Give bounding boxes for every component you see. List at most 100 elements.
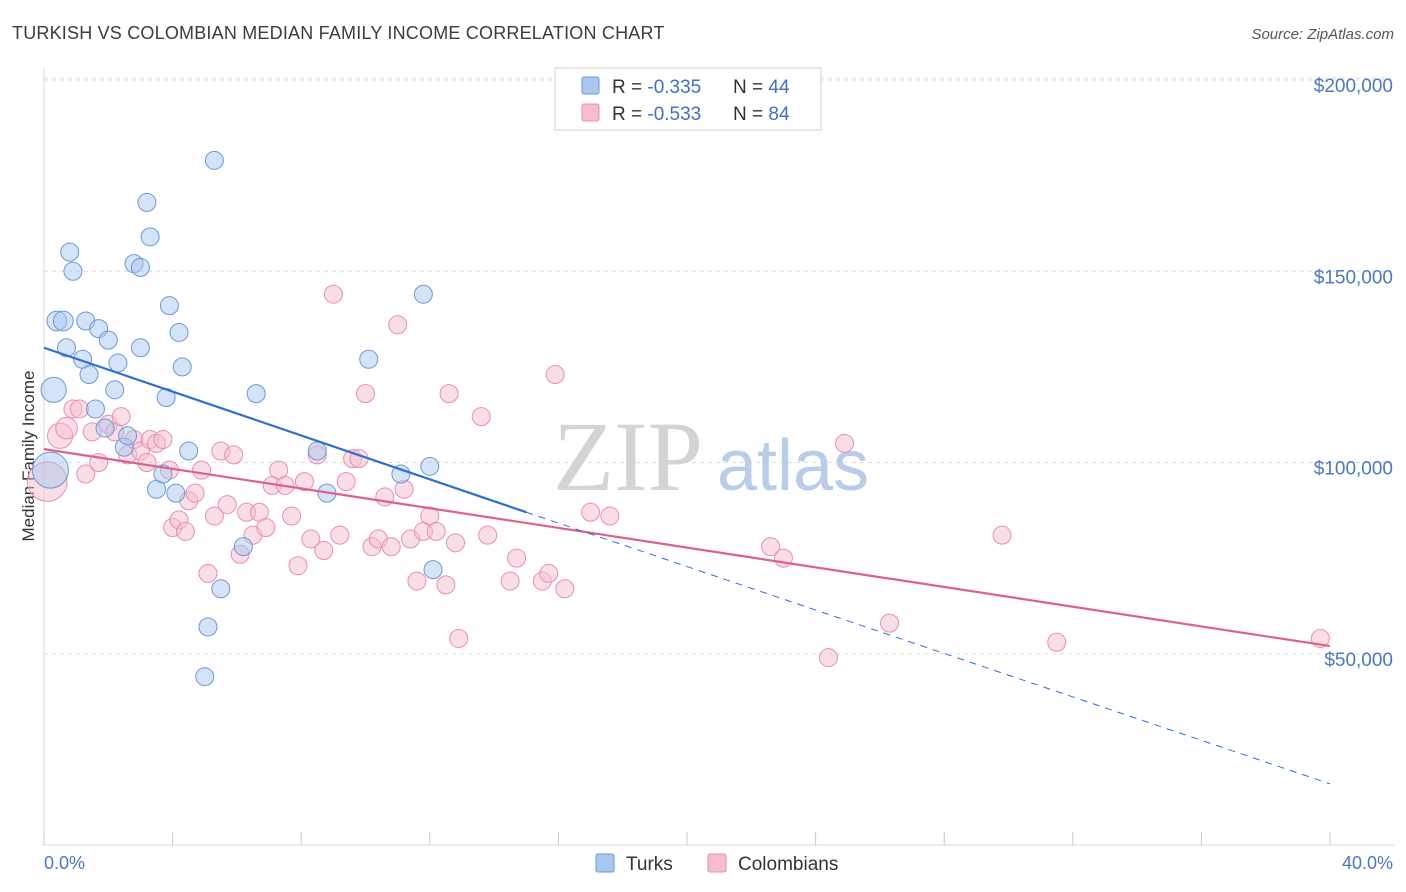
turks-point-6 xyxy=(63,261,83,281)
y-tick-label-2: $150,000 xyxy=(1314,267,1393,288)
legend-r-colombians: -0.533 xyxy=(647,104,701,125)
legend-r-turks: -0.335 xyxy=(647,77,701,98)
colombians-point-62 xyxy=(439,384,459,404)
legend-r-label-turks: R = xyxy=(612,77,647,98)
turks-point-31 xyxy=(195,667,215,687)
gridlines xyxy=(44,77,1394,655)
colombians-point-43 xyxy=(314,540,334,560)
legend-row-turks: R = -0.335 xyxy=(612,77,701,98)
trend-line-colombians xyxy=(43,448,1331,648)
colombians-point-21 xyxy=(175,521,195,541)
colombians-point-2 xyxy=(55,416,78,440)
colombians-point-14 xyxy=(137,453,157,472)
turks-point-13 xyxy=(98,330,118,350)
turks-point-5 xyxy=(60,242,80,262)
turks-point-30 xyxy=(179,441,199,461)
colombians-point-80 xyxy=(992,525,1012,545)
colombians-point-61 xyxy=(436,575,456,595)
trend-lines xyxy=(43,346,1331,785)
colombians-point-4 xyxy=(69,399,89,419)
colombians-point-55 xyxy=(394,479,414,499)
colombians-point-54 xyxy=(388,315,408,335)
turks-point-19 xyxy=(130,257,150,277)
turks-point-3 xyxy=(52,310,74,332)
y-tick-label-1: $100,000 xyxy=(1314,459,1393,480)
watermark-zip: ZIP xyxy=(553,401,703,512)
colombians-point-26 xyxy=(204,506,224,526)
colombians-point-81 xyxy=(1047,632,1067,652)
legend-r-label-colombians: R = xyxy=(612,104,647,125)
turks-point-15 xyxy=(108,353,128,373)
series-turks xyxy=(31,150,443,687)
colombians-point-40 xyxy=(294,472,314,492)
series-colombians xyxy=(26,284,1330,668)
turks-point-12 xyxy=(95,418,115,438)
colombians-point-63 xyxy=(446,533,466,553)
colombians-point-28 xyxy=(217,495,237,515)
colombians-point-57 xyxy=(407,571,427,591)
y-tick-label-3: $200,000 xyxy=(1314,76,1393,97)
bottom-legend-swatch-colombians xyxy=(707,853,727,873)
bottom-legend: Turks Colombians xyxy=(595,853,838,875)
turks-point-41 xyxy=(413,284,433,304)
turks-point-24 xyxy=(153,464,173,484)
turks-point-20 xyxy=(130,338,150,358)
turks-point-0 xyxy=(31,451,69,489)
bottom-legend-swatch-turks xyxy=(595,853,615,873)
turks-point-40 xyxy=(391,464,411,484)
chart-source: Source: ZipAtlas.com xyxy=(1251,26,1394,43)
y-axis-label: Median Family Income xyxy=(19,370,38,541)
colombians-point-65 xyxy=(471,407,491,427)
chart-title: TURKISH VS COLOMBIAN MEDIAN FAMILY INCOM… xyxy=(12,23,665,43)
colombians-point-46 xyxy=(336,472,356,492)
colombians-point-41 xyxy=(301,529,321,549)
legend-n-label-turks: N = xyxy=(733,77,768,98)
colombians-point-78 xyxy=(835,433,855,453)
colombians-point-25 xyxy=(198,563,218,583)
turks-point-35 xyxy=(233,537,253,557)
turks-point-36 xyxy=(246,384,266,404)
turks-point-33 xyxy=(204,150,224,170)
legend-swatch-turks xyxy=(581,76,600,95)
colombians-point-39 xyxy=(288,556,308,576)
turks-point-34 xyxy=(211,579,231,599)
turks-point-29 xyxy=(172,357,192,377)
colombians-point-67 xyxy=(500,571,520,591)
x-tick-label-left: 0.0% xyxy=(44,853,85,873)
y-axis-tick-labels: $50,000 $100,000 $150,000 $200,000 xyxy=(1314,76,1393,671)
turks-point-9 xyxy=(79,365,99,385)
colombians-point-44 xyxy=(323,284,343,304)
turks-point-39 xyxy=(359,349,379,369)
turks-point-27 xyxy=(166,483,186,503)
turks-point-1 xyxy=(40,376,67,403)
turks-point-28 xyxy=(169,322,189,342)
colombians-point-64 xyxy=(449,628,469,648)
trend-line-turks xyxy=(43,346,527,514)
colombians-point-77 xyxy=(818,648,838,668)
colombians-point-23 xyxy=(185,483,205,503)
turks-point-42 xyxy=(420,456,440,476)
colombians-point-53 xyxy=(381,537,401,557)
turks-point-32 xyxy=(198,617,218,637)
legend-swatch-colombians xyxy=(581,103,600,122)
colombians-point-49 xyxy=(356,384,375,404)
colombians-point-68 xyxy=(507,548,527,568)
legend-n-colombians: 84 xyxy=(768,104,790,125)
colombians-point-10 xyxy=(111,407,131,427)
colombians-point-5 xyxy=(76,464,96,484)
legend-row-colombians: R = -0.533 xyxy=(612,104,701,125)
trend-line-turks-extension xyxy=(526,511,1331,785)
colombians-point-79 xyxy=(880,613,900,633)
turks-point-10 xyxy=(85,399,105,419)
colombians-point-17 xyxy=(153,430,173,450)
x-axis-ticks xyxy=(43,832,1331,845)
turks-point-17 xyxy=(118,426,138,446)
turks-point-26 xyxy=(159,296,179,316)
legend-row-colombians-n: N = 84 xyxy=(733,104,790,125)
colombians-point-29 xyxy=(224,445,244,465)
legend-n-label-colombians: N = xyxy=(733,104,768,125)
bottom-legend-label-colombians: Colombians xyxy=(738,854,838,875)
colombians-point-60 xyxy=(426,521,446,541)
colombians-point-75 xyxy=(761,537,781,557)
